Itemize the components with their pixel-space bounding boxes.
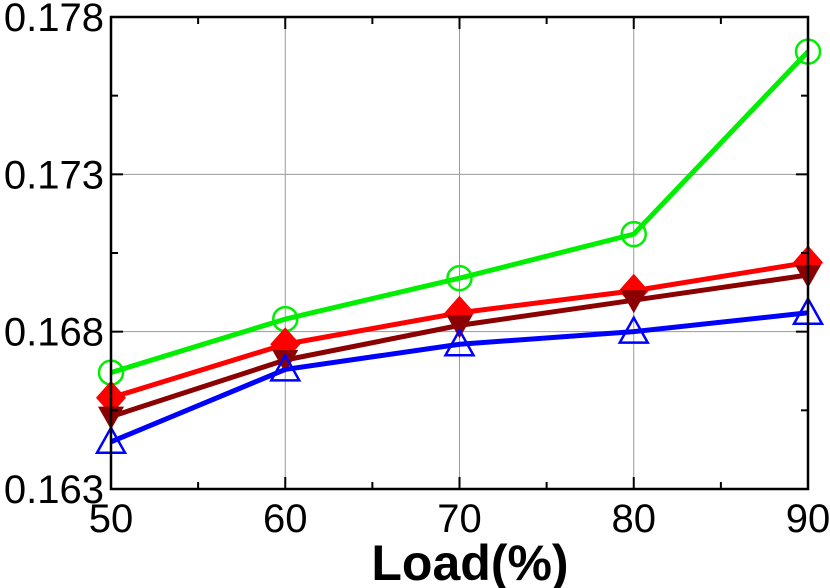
x-tick-label: 90 — [786, 497, 830, 541]
x-tick-label: 70 — [437, 497, 482, 541]
x-tick-label: 50 — [89, 497, 134, 541]
triangle-marker — [269, 352, 302, 382]
x-tick-label: 80 — [612, 497, 657, 541]
series-line — [110, 49, 810, 375]
x-axis-title: Load(%) — [371, 535, 568, 588]
y-tick-label: 0.168 — [4, 311, 104, 355]
x-tick-label: 60 — [263, 497, 308, 541]
grid-lines — [111, 17, 808, 489]
y-tick-label: 0.163 — [4, 468, 104, 512]
circle-marker — [446, 264, 473, 292]
circle-marker — [620, 220, 647, 248]
tick-labels: 50 60 70 80 90 0.163 0.168 0.173 0.178 — [4, 0, 830, 541]
axis-ticks — [110, 16, 809, 490]
y-tick-label: 0.178 — [4, 0, 104, 40]
y-tick-label: 0.173 — [4, 153, 104, 197]
down-triangle-marker — [620, 290, 647, 314]
down-triangle-marker — [272, 349, 299, 373]
down-triangle-marker — [446, 315, 473, 339]
triangle-marker — [443, 327, 476, 357]
triangle-marker — [617, 315, 650, 344]
series-line — [110, 310, 809, 445]
